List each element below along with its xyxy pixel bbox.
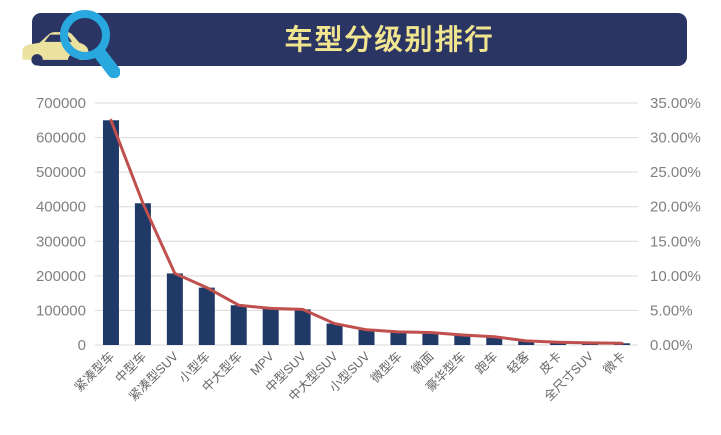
- bar: [486, 336, 503, 345]
- right-axis-tick-label: 20.00%: [650, 199, 701, 216]
- right-axis-tick-label: 30.00%: [650, 130, 701, 147]
- magnifier-search-icon: [60, 10, 120, 78]
- category-label: 跑车: [472, 349, 500, 377]
- chart-title: 车型分级别排行: [284, 23, 495, 55]
- category-label: 微面: [409, 349, 437, 377]
- category-label: 微型车: [367, 349, 404, 386]
- bar: [358, 329, 375, 345]
- right-axis-tick-label: 10.00%: [650, 268, 701, 285]
- bar: [518, 340, 535, 345]
- bar: [134, 203, 151, 345]
- bar: [294, 309, 311, 345]
- left-axis-tick-label: 700000: [36, 95, 86, 112]
- bar: [102, 120, 119, 346]
- left-axis-tick-label: 200000: [36, 268, 86, 285]
- left-axis-tick-label: 600000: [36, 130, 86, 147]
- category-label: 轻客: [504, 348, 533, 377]
- right-axis-tick-label: 0.00%: [650, 337, 693, 354]
- left-axis-tick-label: 500000: [36, 164, 86, 181]
- bar: [454, 334, 471, 345]
- bar: [326, 323, 343, 345]
- right-axis-tick-label: 25.00%: [650, 164, 701, 181]
- left-axis-tick-label: 400000: [36, 199, 86, 216]
- bar: [166, 273, 183, 345]
- share-line: [109, 118, 624, 345]
- chart-header: 车型分级别排行: [32, 13, 687, 66]
- car-search-logo: [0, 0, 130, 84]
- left-axis-tick-label: 0: [78, 337, 86, 354]
- category-label: 皮卡: [537, 349, 565, 377]
- bar: [390, 331, 407, 345]
- bar: [198, 287, 215, 345]
- combo-chart: 700000 35.00% 600000 30.00% 500000 25.00% 4000…: [0, 85, 721, 435]
- right-axis-tick-label: 5.00%: [650, 302, 693, 319]
- category-label: 紧凑型车: [71, 349, 117, 395]
- category-label: 微卡: [601, 349, 629, 377]
- left-axis-tick-label: 300000: [36, 233, 86, 250]
- right-axis-tick-label: 15.00%: [650, 233, 701, 250]
- left-axis-tick-label: 100000: [36, 302, 86, 319]
- chart-canvas: 700000 35.00% 600000 30.00% 500000 25.00% 4000…: [36, 95, 701, 404]
- bar: [422, 332, 439, 345]
- bar: [230, 305, 247, 345]
- bar: [262, 308, 279, 345]
- right-axis-tick-label: 35.00%: [650, 95, 701, 112]
